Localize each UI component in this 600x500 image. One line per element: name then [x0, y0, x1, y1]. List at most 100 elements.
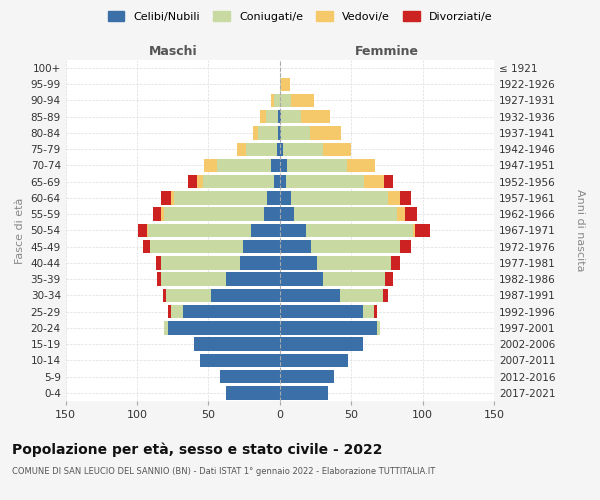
Bar	[155, 256, 161, 270]
Bar	[274, 175, 280, 188]
Bar	[164, 208, 264, 221]
Bar	[211, 288, 280, 302]
Bar	[164, 321, 169, 334]
Y-axis label: Fasce di età: Fasce di età	[15, 197, 25, 264]
Bar	[397, 208, 406, 221]
Bar	[291, 94, 314, 107]
Bar	[278, 110, 280, 124]
Bar	[374, 305, 377, 318]
Bar	[237, 142, 245, 156]
Bar	[226, 386, 280, 400]
Bar	[362, 305, 374, 318]
Text: Popolazione per età, sesso e stato civile - 2022: Popolazione per età, sesso e stato civil…	[12, 442, 383, 457]
Bar	[150, 240, 242, 254]
Bar	[283, 142, 323, 156]
Text: Maschi: Maschi	[148, 45, 197, 58]
Bar	[281, 78, 290, 91]
Bar	[266, 110, 278, 124]
Bar	[280, 208, 294, 221]
Bar	[323, 272, 385, 286]
Bar	[280, 78, 281, 91]
Bar	[259, 126, 278, 140]
Bar	[287, 159, 347, 172]
Bar	[305, 224, 413, 237]
Bar	[280, 159, 287, 172]
Bar	[217, 159, 271, 172]
Bar	[163, 288, 166, 302]
Bar	[274, 94, 280, 107]
Bar	[169, 321, 280, 334]
Bar	[271, 94, 274, 107]
Bar	[204, 159, 217, 172]
Bar	[347, 159, 376, 172]
Bar	[311, 240, 400, 254]
Bar	[147, 224, 148, 237]
Bar	[280, 272, 323, 286]
Bar	[277, 142, 280, 156]
Bar	[220, 370, 280, 384]
Bar	[280, 94, 291, 107]
Bar	[280, 126, 281, 140]
Bar	[157, 272, 161, 286]
Bar	[280, 338, 362, 351]
Text: COMUNE DI SAN LEUCIO DEL SANNIO (BN) - Dati ISTAT 1° gennaio 2022 - Elaborazione: COMUNE DI SAN LEUCIO DEL SANNIO (BN) - D…	[12, 468, 435, 476]
Bar	[148, 224, 251, 237]
Bar	[271, 159, 280, 172]
Bar	[174, 192, 267, 204]
Text: Femmine: Femmine	[355, 45, 419, 58]
Bar	[139, 224, 147, 237]
Bar	[388, 192, 400, 204]
Bar	[143, 240, 150, 254]
Bar	[264, 208, 280, 221]
Bar	[413, 224, 415, 237]
Bar	[161, 192, 172, 204]
Bar	[194, 338, 280, 351]
Bar	[286, 175, 364, 188]
Bar	[251, 224, 280, 237]
Bar	[281, 126, 310, 140]
Bar	[280, 321, 377, 334]
Bar	[280, 110, 281, 124]
Bar	[172, 192, 174, 204]
Bar	[400, 240, 411, 254]
Bar	[161, 256, 240, 270]
Bar	[280, 224, 305, 237]
Bar	[188, 175, 197, 188]
Bar	[400, 192, 411, 204]
Bar	[161, 208, 164, 221]
Bar	[197, 175, 203, 188]
Bar	[280, 305, 362, 318]
Bar	[280, 142, 283, 156]
Bar	[280, 192, 291, 204]
Bar	[267, 192, 280, 204]
Bar	[253, 126, 259, 140]
Bar	[280, 256, 317, 270]
Bar	[278, 126, 280, 140]
Bar	[291, 192, 388, 204]
Bar	[385, 272, 392, 286]
Bar	[172, 305, 183, 318]
Bar	[317, 256, 391, 270]
Bar	[203, 175, 274, 188]
Bar	[364, 175, 384, 188]
Bar	[280, 288, 340, 302]
Bar	[415, 224, 430, 237]
Bar	[161, 272, 226, 286]
Bar	[280, 175, 286, 188]
Bar	[245, 142, 277, 156]
Bar	[242, 240, 280, 254]
Bar	[169, 305, 172, 318]
Bar	[281, 110, 301, 124]
Bar	[166, 288, 211, 302]
Bar	[391, 256, 400, 270]
Legend: Celibi/Nubili, Coniugati/e, Vedovi/e, Divorziati/e: Celibi/Nubili, Coniugati/e, Vedovi/e, Di…	[102, 6, 498, 28]
Bar	[280, 386, 328, 400]
Bar	[310, 126, 341, 140]
Bar	[301, 110, 330, 124]
Bar	[183, 305, 280, 318]
Bar	[280, 370, 334, 384]
Bar	[280, 240, 311, 254]
Bar	[240, 256, 280, 270]
Bar	[226, 272, 280, 286]
Bar	[200, 354, 280, 367]
